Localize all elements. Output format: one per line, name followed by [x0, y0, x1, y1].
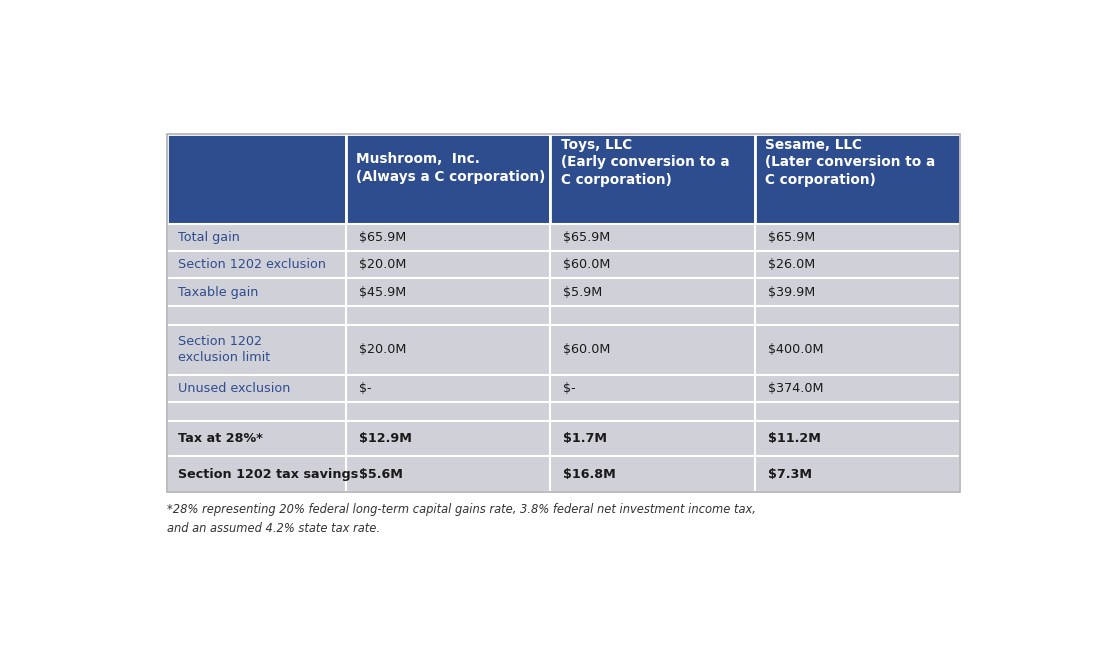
Bar — [755, 223, 960, 251]
Bar — [167, 223, 345, 251]
Text: Sesame, LLC
(Later conversion to a
C corporation): Sesame, LLC (Later conversion to a C cor… — [766, 138, 935, 188]
Text: $374.0M: $374.0M — [768, 382, 823, 394]
Text: $60.0M: $60.0M — [563, 258, 611, 271]
Bar — [550, 402, 755, 421]
Bar — [167, 134, 345, 223]
Bar — [345, 374, 550, 402]
Bar — [345, 306, 550, 325]
Text: Mushroom,  Inc.
(Always a C corporation): Mushroom, Inc. (Always a C corporation) — [356, 152, 546, 184]
Bar — [345, 421, 550, 456]
Bar — [345, 251, 550, 279]
Text: $7.3M: $7.3M — [768, 467, 812, 481]
Text: Taxable gain: Taxable gain — [177, 285, 257, 299]
Text: Section 1202
exclusion limit: Section 1202 exclusion limit — [177, 334, 270, 364]
Text: *28% representing 20% federal long-term capital gains rate, 3.8% federal net inv: *28% representing 20% federal long-term … — [167, 503, 756, 535]
Text: $5.6M: $5.6M — [359, 467, 403, 481]
Text: Unused exclusion: Unused exclusion — [177, 382, 290, 394]
Text: $11.2M: $11.2M — [768, 432, 821, 445]
Bar — [755, 134, 960, 223]
Text: $65.9M: $65.9M — [359, 231, 406, 244]
Text: $20.0M: $20.0M — [359, 258, 406, 271]
Bar — [755, 402, 960, 421]
Text: Section 1202 tax savings: Section 1202 tax savings — [177, 467, 358, 481]
Text: $5.9M: $5.9M — [563, 285, 603, 299]
Bar — [550, 456, 755, 492]
Bar — [345, 223, 550, 251]
Bar — [755, 421, 960, 456]
Bar — [167, 134, 960, 492]
Bar — [167, 251, 345, 279]
Text: $26.0M: $26.0M — [768, 258, 815, 271]
Bar — [167, 325, 345, 374]
Bar — [550, 223, 755, 251]
Text: Toys, LLC
(Early conversion to a
C corporation): Toys, LLC (Early conversion to a C corpo… — [561, 138, 729, 188]
Text: Section 1202 exclusion: Section 1202 exclusion — [177, 258, 326, 271]
Text: $45.9M: $45.9M — [359, 285, 406, 299]
Bar — [345, 279, 550, 306]
Bar — [167, 421, 345, 456]
Text: $-: $- — [359, 382, 371, 394]
Bar — [167, 374, 345, 402]
Bar — [345, 134, 550, 223]
Bar — [550, 374, 755, 402]
Text: $12.9M: $12.9M — [359, 432, 411, 445]
Bar — [550, 421, 755, 456]
Text: $39.9M: $39.9M — [768, 285, 815, 299]
Bar — [550, 306, 755, 325]
Bar — [345, 402, 550, 421]
Bar — [167, 306, 345, 325]
Bar — [167, 402, 345, 421]
Bar — [755, 306, 960, 325]
Bar — [755, 374, 960, 402]
Bar — [755, 456, 960, 492]
Bar — [755, 325, 960, 374]
Bar — [550, 134, 755, 223]
Bar — [345, 456, 550, 492]
Text: $400.0M: $400.0M — [768, 343, 823, 356]
Bar — [550, 251, 755, 279]
Bar — [755, 279, 960, 306]
Text: $20.0M: $20.0M — [359, 343, 406, 356]
Text: $-: $- — [563, 382, 575, 394]
Text: $16.8M: $16.8M — [563, 467, 616, 481]
Bar — [755, 251, 960, 279]
Text: $65.9M: $65.9M — [563, 231, 611, 244]
Text: $1.7M: $1.7M — [563, 432, 607, 445]
Bar — [345, 325, 550, 374]
Text: $65.9M: $65.9M — [768, 231, 815, 244]
Bar — [550, 279, 755, 306]
Text: Tax at 28%*: Tax at 28%* — [177, 432, 262, 445]
Text: $60.0M: $60.0M — [563, 343, 611, 356]
Bar — [167, 279, 345, 306]
Text: Total gain: Total gain — [177, 231, 240, 244]
Bar — [550, 325, 755, 374]
Bar — [167, 456, 345, 492]
